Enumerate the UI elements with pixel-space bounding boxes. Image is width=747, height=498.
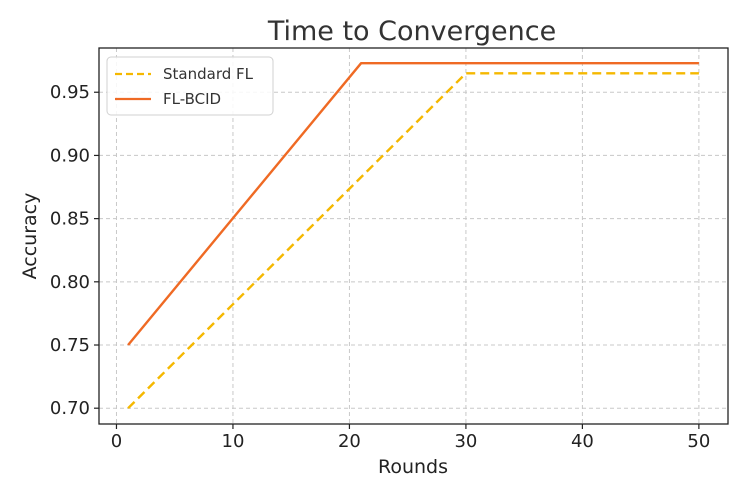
x-tick-label: 10 — [222, 431, 245, 452]
x-tick-label: 50 — [687, 431, 710, 452]
series-line-fl-bcid — [127, 62, 699, 346]
y-tick-label: 0.75 — [50, 335, 90, 356]
y-tick-label: 0.95 — [50, 82, 90, 103]
x-tick-label: 40 — [571, 431, 594, 452]
data-series — [127, 62, 699, 410]
legend: Standard FL FL-BCID — [106, 56, 274, 116]
y-axis-ticks: 0.70 0.75 0.80 0.85 0.90 0.95 — [50, 82, 99, 419]
series-line-standard-fl — [127, 72, 699, 410]
legend-label-standard-fl: Standard FL — [163, 65, 254, 83]
y-tick-label: 0.90 — [50, 145, 90, 166]
legend-box — [106, 56, 274, 116]
x-axis-label: Rounds — [378, 456, 448, 478]
y-tick-label: 0.80 — [50, 272, 90, 293]
y-tick-label: 0.85 — [50, 209, 90, 230]
legend-label-fl-bcid: FL-BCID — [163, 90, 221, 108]
y-axis-label: Accuracy — [19, 193, 41, 280]
chart-title: Time to Convergence — [267, 16, 556, 47]
x-axis-ticks: 0 10 20 30 40 50 — [111, 424, 710, 452]
x-tick-label: 30 — [454, 431, 477, 452]
y-tick-label: 0.70 — [50, 398, 90, 419]
x-tick-label: 20 — [338, 431, 361, 452]
plot-frame — [98, 47, 729, 425]
x-tick-label: 0 — [111, 431, 122, 452]
